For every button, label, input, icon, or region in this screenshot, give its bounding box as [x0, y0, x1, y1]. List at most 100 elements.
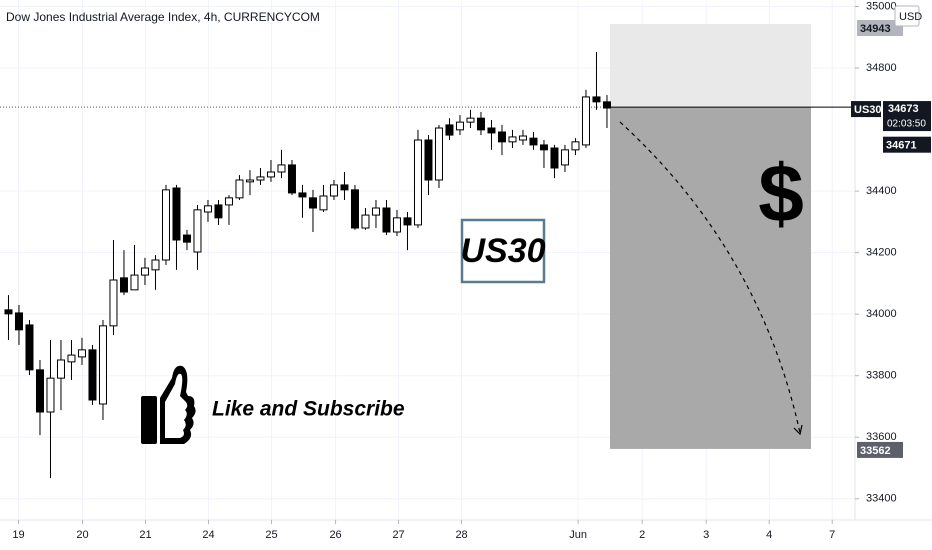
y-tick-label: 33400	[866, 493, 897, 505]
candle-body	[518, 135, 527, 141]
candle-body	[361, 214, 370, 229]
candles	[4, 52, 611, 479]
symbol-label-bg	[851, 101, 881, 118]
y-tick-label: 34000	[866, 308, 897, 320]
symbol-box-text: US30	[460, 232, 545, 270]
projection-arrow	[619, 121, 801, 434]
dollar-icon: $	[758, 149, 804, 240]
x-tick-label: Jun	[569, 529, 587, 541]
candle-body	[529, 137, 538, 146]
bid-label: 34671	[886, 140, 917, 152]
candle-body	[319, 195, 328, 211]
candle-body	[403, 217, 412, 226]
candle-body	[497, 131, 506, 143]
candle-body	[445, 124, 454, 136]
candle-body	[4, 309, 13, 315]
risk-zone	[610, 24, 811, 108]
y-tick-label: 35000	[866, 0, 897, 12]
axes: 33400 33600 33800 34000 34200 34400 34800 35000…	[12, 0, 931, 541]
candle-body	[203, 205, 212, 213]
y-tick-label: 34800	[866, 62, 897, 74]
candle-body	[571, 141, 580, 151]
symbol-label: US30	[854, 104, 882, 116]
candle-body	[350, 189, 359, 229]
candle-body	[392, 217, 401, 233]
target-label-bg	[857, 441, 903, 458]
target-label: 33562	[860, 445, 891, 457]
candle-body	[277, 164, 286, 173]
candle-body	[119, 277, 128, 293]
candle-body	[487, 127, 496, 134]
x-tick-label: 20	[76, 529, 88, 541]
candle-body	[46, 377, 55, 413]
x-tick-label: 27	[392, 529, 404, 541]
x-tick-label: 2	[639, 529, 645, 541]
stop-label-bg	[857, 20, 903, 36]
candle-body	[235, 179, 244, 199]
y-tick-label: 33800	[866, 370, 897, 382]
bid-label-bg	[883, 136, 931, 153]
candle-body	[581, 96, 590, 146]
candle-body	[98, 325, 107, 405]
x-tick-label: 19	[12, 529, 24, 541]
candle-body	[455, 121, 464, 131]
position-box	[0, 24, 855, 449]
decorations: US30 Like and Subscribe $ Dow Jones Indu…	[0, 0, 932, 521]
chart-title: Dow Jones Industrial Average Index, 4h, …	[6, 10, 320, 24]
last-price-bg	[883, 101, 931, 132]
currency-bg	[894, 5, 920, 27]
candle-body	[308, 197, 317, 209]
candle-body	[550, 147, 559, 169]
last-price-label: 34673	[888, 103, 919, 115]
x-tick-label: 26	[329, 529, 341, 541]
candle-body	[466, 117, 475, 123]
candle-body	[592, 96, 601, 103]
candle-body	[298, 192, 307, 198]
candle-body	[382, 207, 391, 233]
x-tick-label: 21	[139, 529, 151, 541]
candle-body	[193, 209, 202, 253]
candle-body	[266, 171, 275, 178]
candle-body	[371, 207, 380, 216]
candle-body	[14, 312, 23, 331]
x-tick-label: 24	[202, 529, 214, 541]
x-tick-label: 25	[265, 529, 277, 541]
candle-body	[172, 187, 181, 241]
candle-body	[35, 369, 44, 413]
candle-body	[130, 274, 139, 291]
countdown-label: 02:03:50	[887, 119, 926, 130]
candle-body	[140, 267, 149, 276]
candle-body	[67, 354, 76, 363]
candle-body	[508, 136, 517, 143]
candle-body	[182, 234, 191, 243]
candle-body	[476, 117, 485, 131]
candle-body	[539, 144, 548, 151]
candle-body	[88, 349, 97, 401]
call-to-action: Like and Subscribe	[212, 398, 405, 421]
stop-label: 34943	[860, 23, 891, 35]
symbol-box	[460, 218, 546, 284]
currency-label: USD	[899, 11, 922, 23]
candle-body	[287, 164, 296, 194]
candle-body	[602, 101, 611, 109]
reward-zone	[610, 107, 811, 449]
candle-body	[434, 127, 443, 181]
candle-body	[56, 359, 65, 379]
candle-body	[25, 324, 34, 371]
x-tick-label: 3	[703, 529, 709, 541]
candle-body	[161, 189, 170, 261]
y-tick-label: 34400	[866, 185, 897, 197]
candle-body	[224, 197, 233, 206]
thumbs-up-icon	[141, 365, 196, 444]
candle-body	[109, 279, 118, 327]
x-tick-label: 7	[829, 529, 835, 541]
candle-body	[151, 259, 160, 271]
candle-body	[245, 179, 254, 183]
y-tick-label: 34200	[866, 247, 897, 259]
candle-body	[329, 184, 338, 197]
candle-body	[424, 139, 433, 181]
candle-body	[256, 176, 265, 181]
candle-body	[214, 204, 223, 219]
x-tick-label: 4	[766, 529, 772, 541]
